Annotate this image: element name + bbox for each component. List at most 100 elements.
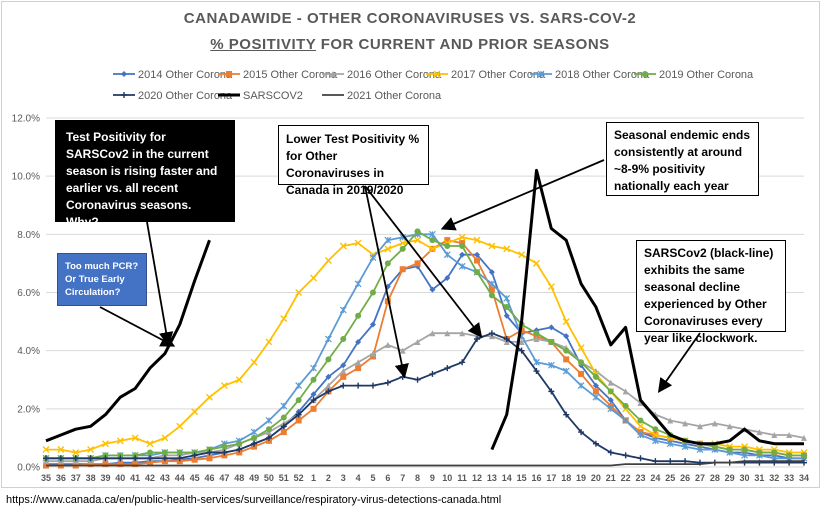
data-point	[384, 298, 391, 305]
data-point	[251, 434, 258, 441]
data-point	[310, 405, 317, 412]
legend-label: 2017 Other Corona	[451, 69, 546, 81]
data-point	[147, 459, 154, 466]
series-line	[490, 168, 804, 451]
data-point	[577, 344, 585, 352]
x-tick-label: 42	[145, 473, 155, 483]
data-point	[146, 440, 154, 448]
data-point	[622, 402, 629, 409]
x-tick-label: 24	[650, 473, 660, 483]
data-point	[444, 242, 451, 249]
data-point	[562, 318, 570, 326]
annotation-arrow	[657, 332, 701, 393]
data-point	[637, 400, 644, 407]
data-point	[399, 266, 406, 273]
data-point	[786, 452, 793, 459]
data-point	[537, 70, 545, 78]
data-point	[503, 294, 511, 302]
data-point	[354, 239, 362, 247]
legend-item: SARSCOV2	[218, 90, 303, 102]
pcr-annotation-box: Too much PCR? Or True Early Circulation?	[57, 253, 147, 306]
data-point	[681, 443, 689, 451]
data-point	[756, 429, 763, 436]
data-point	[340, 336, 347, 343]
x-tick-label: 5	[370, 473, 375, 483]
data-point	[101, 440, 109, 448]
x-tick-label: 17	[546, 473, 556, 483]
x-tick-label: 27	[695, 473, 705, 483]
data-point	[726, 446, 733, 453]
data-point	[265, 434, 272, 441]
data-point	[667, 417, 674, 424]
series-sarscov2-current-season	[45, 239, 211, 443]
data-point	[384, 341, 391, 348]
data-point	[354, 280, 362, 288]
data-point	[221, 443, 228, 450]
annotation-arrow	[364, 185, 409, 379]
data-point	[310, 274, 318, 282]
data-point	[741, 451, 748, 459]
data-point	[132, 461, 139, 468]
data-point	[562, 367, 570, 375]
x-tick-label: 10	[442, 473, 452, 483]
data-point	[696, 446, 704, 453]
x-tick-label: 13	[487, 473, 497, 483]
data-point	[801, 452, 807, 459]
data-point	[384, 236, 392, 244]
data-point	[518, 347, 525, 354]
data-point	[682, 458, 689, 465]
data-point	[226, 71, 232, 77]
x-tick-label: 48	[234, 473, 244, 483]
data-point	[547, 361, 555, 369]
data-point	[102, 461, 109, 468]
data-point	[444, 274, 451, 281]
data-point	[592, 393, 600, 401]
data-point	[355, 382, 362, 389]
data-point	[577, 382, 585, 389]
legend-label: 2015 Other Corona	[243, 69, 338, 81]
data-point	[474, 251, 481, 258]
data-point	[488, 330, 495, 337]
data-point	[355, 312, 362, 319]
data-point	[488, 292, 495, 299]
data-point	[250, 428, 258, 436]
data-point	[325, 388, 332, 395]
data-point	[637, 431, 644, 439]
data-point	[57, 446, 65, 454]
data-point	[622, 417, 630, 424]
legend-item: 2019 Other Corona	[634, 69, 754, 81]
x-tick-label: 16	[531, 473, 541, 483]
x-tick-label: 39	[100, 473, 110, 483]
data-point	[295, 382, 303, 389]
x-tick-label: 1	[311, 473, 316, 483]
data-point	[771, 432, 778, 439]
data-point	[121, 92, 127, 98]
data-point	[578, 429, 585, 436]
y-tick-label: 6.0%	[17, 288, 40, 299]
data-point	[459, 251, 466, 258]
data-point	[339, 242, 347, 250]
data-point	[726, 423, 733, 430]
data-point	[117, 455, 124, 462]
data-point	[340, 373, 347, 380]
x-tick-label: 40	[115, 473, 125, 483]
data-point	[384, 260, 391, 267]
data-point	[428, 245, 436, 253]
series-2017-other-corona	[42, 233, 808, 456]
data-point	[474, 257, 481, 264]
x-tick-label: 11	[457, 473, 467, 483]
data-point	[131, 434, 139, 442]
data-point	[355, 359, 362, 366]
x-tick-label: 43	[160, 473, 170, 483]
x-tick-label: 9	[430, 473, 435, 483]
data-point	[651, 437, 659, 445]
data-point	[176, 449, 183, 456]
series-2020-other-corona	[43, 330, 807, 466]
data-point	[488, 280, 496, 288]
data-point	[547, 283, 555, 291]
data-point	[592, 388, 599, 395]
legend-label: 2020 Other Corona	[138, 90, 233, 102]
data-point	[221, 449, 228, 456]
data-point	[355, 338, 362, 345]
